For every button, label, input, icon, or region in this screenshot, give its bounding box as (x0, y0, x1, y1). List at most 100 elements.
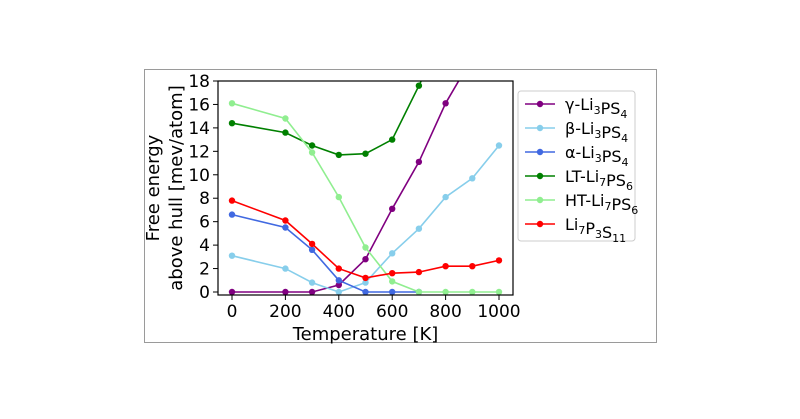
data-point (442, 288, 449, 295)
data-point (362, 288, 369, 295)
data-point (415, 82, 423, 89)
axes-box (217, 80, 514, 296)
data-point (335, 277, 342, 284)
data-point (362, 256, 369, 263)
data-point (282, 115, 289, 122)
x-tick-label: 600 (376, 302, 408, 322)
data-point (389, 278, 396, 285)
legend-swatch-marker (536, 124, 544, 132)
data-point (282, 265, 289, 272)
data-point (335, 265, 342, 272)
plot-area (228, 54, 503, 295)
data-point (389, 136, 396, 143)
x-tick-label: 0 (227, 302, 238, 322)
data-point (495, 257, 503, 264)
data-point (308, 149, 316, 156)
legend-label: Li7P3S11 (565, 215, 626, 245)
data-point (335, 281, 342, 289)
data-point (228, 197, 236, 204)
legend-label: LT-Li7PS6 (565, 167, 633, 193)
legend: γ-Li3PS4β-Li3PS4α-Li3PS4LT-Li7PS6HT-Li7P… (517, 90, 638, 245)
data-point (308, 279, 316, 286)
legend-swatch-marker (536, 148, 544, 156)
y-tick-label: 2 (199, 260, 210, 280)
data-point (335, 288, 342, 295)
y-tick-label: 16 (188, 95, 210, 115)
x-tick-label: 400 (323, 302, 355, 322)
data-point (415, 288, 423, 295)
y-tick-label: 10 (188, 166, 210, 186)
data-point (282, 129, 289, 136)
legend-item: Li7P3S11 (525, 215, 626, 245)
data-point (442, 100, 449, 107)
data-point (308, 288, 316, 295)
y-tick-label: 12 (188, 142, 210, 162)
data-point (228, 288, 236, 295)
series-0 (228, 54, 475, 295)
legend-swatch-marker (536, 100, 544, 108)
data-point (308, 142, 316, 149)
y-axis-label: above hull [mev/atom] (166, 85, 187, 290)
series-line-1 (231, 144, 500, 293)
data-point (469, 263, 476, 270)
data-point (415, 268, 423, 276)
data-point (469, 54, 475, 60)
data-point (495, 288, 503, 295)
data-point (228, 120, 236, 127)
x-tick-label: 1000 (477, 302, 520, 322)
data-point (469, 288, 476, 295)
series-2 (228, 211, 423, 295)
data-point (228, 252, 236, 259)
data-point (389, 270, 396, 277)
data-point (282, 217, 289, 224)
legend-label: β-Li3PS4 (565, 119, 628, 145)
y-tick-label: 18 (188, 72, 210, 92)
y-tick-label: 4 (199, 236, 210, 256)
y-tick-label: 8 (199, 189, 210, 209)
series-5 (228, 197, 503, 282)
data-point (415, 158, 423, 166)
legend-item: γ-Li3PS4 (525, 95, 627, 121)
legend-swatch-marker (536, 172, 544, 180)
data-point (415, 225, 423, 232)
y-axis-label: Free energy (143, 134, 164, 241)
data-point (389, 288, 396, 295)
legend-item: HT-Li7PS6 (525, 191, 638, 217)
data-point (362, 150, 369, 157)
y-tick-label: 6 (199, 213, 210, 233)
legend-label: γ-Li3PS4 (565, 95, 627, 121)
series-3 (228, 54, 435, 159)
data-point (442, 193, 449, 201)
data-point (389, 250, 396, 257)
data-point (228, 211, 236, 218)
data-point (389, 205, 396, 212)
legend-label: HT-Li7PS6 (565, 191, 638, 217)
y-tick-label: 0 (199, 283, 210, 303)
legend-item: β-Li3PS4 (525, 119, 628, 145)
data-point (442, 263, 449, 270)
data-point (282, 224, 289, 231)
chart-frame (144, 69, 657, 343)
data-point (308, 240, 316, 248)
data-point (362, 244, 369, 251)
data-point (362, 279, 369, 286)
y-tick-label: 14 (188, 119, 210, 139)
data-point (308, 246, 316, 253)
data-point (335, 151, 342, 159)
legend-swatch-marker (536, 196, 544, 204)
data-point (282, 288, 289, 295)
data-point (429, 54, 435, 60)
legend-item: α-Li3PS4 (525, 143, 629, 169)
series-line-4 (231, 102, 499, 293)
data-point (228, 100, 236, 107)
legend-swatch-marker (536, 220, 544, 228)
series-line-0 (232, 81, 460, 293)
data-point (362, 274, 369, 282)
x-tick-label: 200 (269, 302, 301, 322)
x-axis-label: Temperature [K] (292, 324, 439, 345)
series-4 (228, 100, 503, 295)
series-1 (228, 142, 503, 295)
series-line-3 (231, 81, 423, 156)
legend-item: LT-Li7PS6 (525, 167, 633, 193)
